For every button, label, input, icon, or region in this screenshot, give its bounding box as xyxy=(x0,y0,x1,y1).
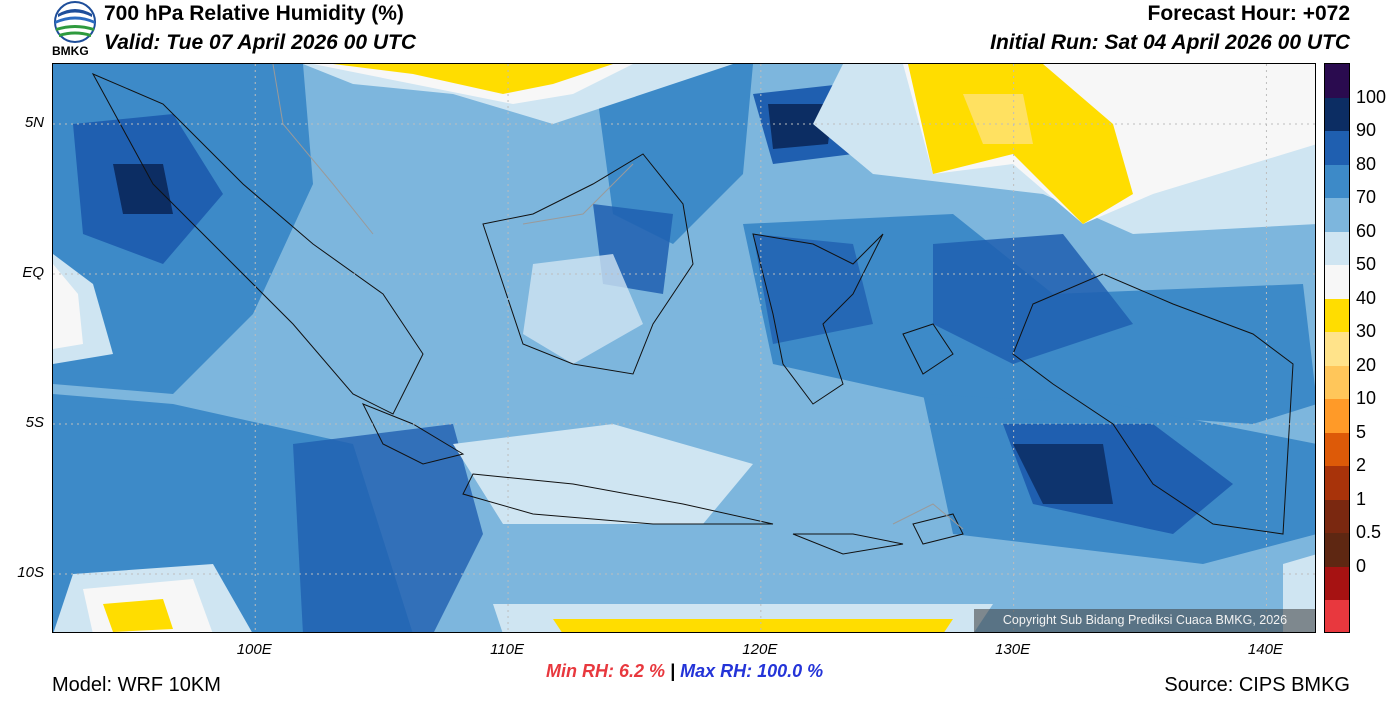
colorbar-label: 20 xyxy=(1356,354,1377,375)
colorbar-swatch xyxy=(1325,600,1349,632)
colorbar-swatch xyxy=(1325,97,1349,132)
colorbar-label: 50 xyxy=(1356,254,1377,275)
lon-tick: 130E xyxy=(995,641,1031,658)
lon-tick: 100E xyxy=(236,641,272,658)
colorbar xyxy=(1324,63,1350,633)
source-label: Source: CIPS BMKG xyxy=(1164,674,1350,696)
colorbar-swatch xyxy=(1325,332,1349,367)
colorbar-label: 90 xyxy=(1356,120,1377,141)
colorbar-label: 0 xyxy=(1356,555,1367,576)
colorbar-swatch xyxy=(1325,131,1349,166)
humidity-field xyxy=(53,64,1315,632)
colorbar-label: 80 xyxy=(1356,153,1377,174)
min-rh-label: Min RH: xyxy=(546,661,614,681)
colorbar-swatch xyxy=(1325,164,1349,199)
colorbar-label: 10 xyxy=(1356,388,1377,409)
colorbar-label: 100 xyxy=(1356,86,1387,107)
min-rh-value: 6.2 % xyxy=(619,661,666,681)
logo-text: BMKG xyxy=(52,44,89,58)
colorbar-swatch xyxy=(1325,365,1349,400)
colorbar-swatch xyxy=(1325,499,1349,534)
max-rh-value: 100.0 % xyxy=(757,661,824,681)
colorbar-swatch xyxy=(1325,198,1349,233)
lat-tick: 5S xyxy=(25,414,44,431)
lon-tick: 110E xyxy=(490,641,524,658)
colorbar-swatch xyxy=(1325,533,1349,568)
max-rh-label: Max RH: xyxy=(680,661,753,681)
colorbar-swatch xyxy=(1325,566,1349,601)
stats-separator: | xyxy=(670,661,676,681)
colorbar-label: 30 xyxy=(1356,321,1377,342)
lon-tick: 140E xyxy=(1247,641,1283,658)
colorbar-label: 5 xyxy=(1356,421,1367,442)
colorbar-swatch xyxy=(1325,466,1349,501)
lon-tick: 120E xyxy=(742,641,778,658)
initial-run: Initial Run: Sat 04 April 2026 00 UTC xyxy=(990,31,1350,54)
colorbar-swatch xyxy=(1325,399,1349,434)
forecast-hour: Forecast Hour: +072 xyxy=(1147,2,1351,25)
colorbar-swatch xyxy=(1325,231,1349,266)
lat-tick: 10S xyxy=(17,564,44,581)
colorbar-label: 0.5 xyxy=(1356,522,1382,543)
colorbar-swatch xyxy=(1325,64,1349,99)
humidity-map: Copyright Sub Bidang Prediksi Cuaca BMKG… xyxy=(52,63,1316,633)
colorbar-label: 40 xyxy=(1356,287,1377,308)
rh-stats: Min RH: 6.2 % | Max RH: 100.0 % xyxy=(546,661,823,682)
chart-title: 700 hPa Relative Humidity (%) xyxy=(104,2,404,25)
colorbar-label: 1 xyxy=(1356,488,1367,509)
colorbar-label: 70 xyxy=(1356,187,1377,208)
colorbar-swatch xyxy=(1325,265,1349,300)
lat-tick: EQ xyxy=(22,264,44,281)
valid-time: Valid: Tue 07 April 2026 00 UTC xyxy=(104,31,417,54)
colorbar-swatch xyxy=(1325,298,1349,333)
copyright-notice: Copyright Sub Bidang Prediksi Cuaca BMKG… xyxy=(974,609,1315,632)
colorbar-swatch xyxy=(1325,432,1349,467)
colorbar-label: 2 xyxy=(1356,455,1367,476)
bmkg-logo-icon: BMKG xyxy=(50,0,100,62)
lat-tick: 5N xyxy=(24,114,44,131)
colorbar-label: 60 xyxy=(1356,220,1377,241)
model-label: Model: WRF 10KM xyxy=(52,674,221,696)
